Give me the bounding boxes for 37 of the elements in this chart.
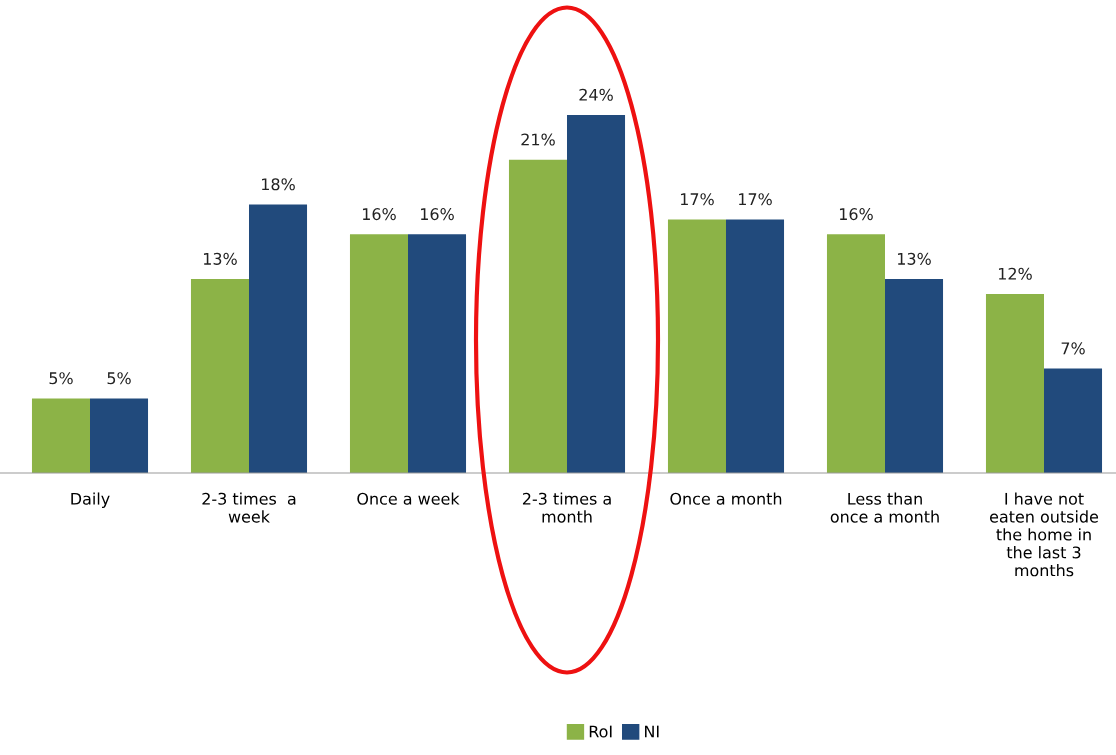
bar [1044, 368, 1103, 473]
data-label: 24% [579, 88, 613, 101]
bar [249, 204, 308, 473]
x-tick-label: 2-3 times a week [202, 492, 296, 523]
data-label: 16% [421, 208, 454, 221]
data-label: 17% [739, 193, 772, 206]
x-tick-label: 2-3 times a month [522, 492, 611, 523]
bar [508, 159, 567, 473]
data-label: 12% [998, 267, 1032, 280]
data-label: 17% [680, 193, 714, 206]
legend-label: NI [645, 725, 659, 738]
bar [826, 234, 885, 473]
bar [667, 219, 726, 473]
legend-label: RoI [589, 725, 612, 738]
data-label: 5% [49, 372, 73, 385]
x-tick-label: I have not eaten outside the home in the last 3 months [989, 492, 1099, 577]
bar [190, 279, 249, 473]
bar [885, 279, 944, 473]
data-label: 13% [203, 252, 237, 265]
bar [349, 234, 408, 473]
data-label: 13% [898, 252, 931, 265]
bar [726, 219, 785, 473]
data-label: 18% [262, 178, 295, 191]
x-tick-label: Daily [71, 492, 110, 508]
bar [31, 398, 90, 473]
x-tick-label: Once a week [357, 492, 460, 505]
bar [408, 234, 467, 473]
data-label: 21% [521, 133, 555, 146]
bar [985, 294, 1044, 473]
x-tick-label: Once a month [670, 492, 782, 505]
data-label: 16% [839, 208, 873, 221]
x-tick-label: Less than once a month [830, 492, 939, 523]
bar [90, 398, 149, 473]
bar [567, 115, 626, 473]
data-label: 7% [1061, 342, 1085, 355]
data-label: 5% [107, 372, 131, 385]
data-label: 16% [362, 208, 396, 221]
